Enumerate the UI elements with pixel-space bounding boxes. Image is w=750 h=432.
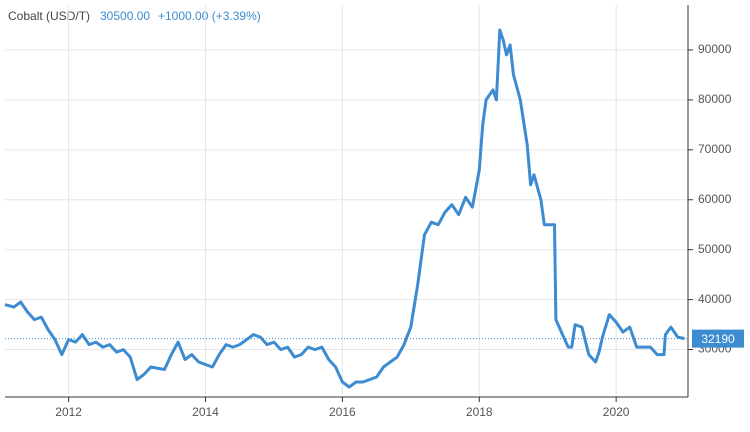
x-tick-label: 2018 xyxy=(466,405,493,419)
y-tick-label: 90000 xyxy=(698,42,732,56)
chart-title: Cobalt (USD/T) xyxy=(8,9,90,23)
x-tick-label: 2014 xyxy=(192,405,219,419)
y-tick-label: 40000 xyxy=(698,292,732,306)
y-tick-label: 50000 xyxy=(698,242,732,256)
x-tick-label: 2020 xyxy=(603,405,630,419)
y-tick-label: 70000 xyxy=(698,142,732,156)
y-tick-label: 60000 xyxy=(698,192,732,206)
change: +1000.00 (+3.39%) xyxy=(158,9,261,23)
price-line xyxy=(4,28,685,389)
price: 30500.00 xyxy=(100,9,150,23)
x-tick-label: 2012 xyxy=(55,405,82,419)
current-value-label: 32190 xyxy=(701,332,735,346)
x-tick-label: 2016 xyxy=(329,405,356,419)
y-tick-label: 80000 xyxy=(698,92,732,106)
current-value-box xyxy=(692,329,744,348)
